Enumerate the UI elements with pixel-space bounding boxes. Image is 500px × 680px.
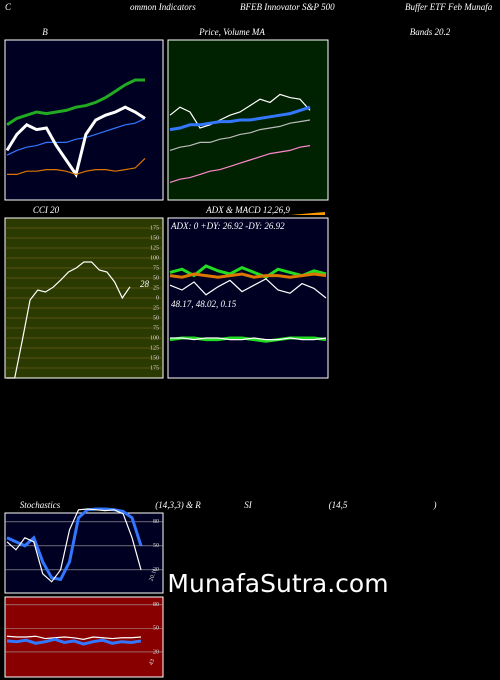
y-tick-label: 100: [150, 255, 159, 261]
y-tick-label: 150: [150, 355, 159, 361]
series-line: [169, 145, 311, 183]
series-line: [6, 78, 145, 127]
annotation: 48.17, 48.02, 0.15: [171, 299, 237, 309]
y-tick-label: 125: [150, 345, 159, 351]
y-tick-label: 175: [150, 365, 159, 371]
annotation: ADX: 0 +DY: 26.92 -DY: 26.92: [170, 221, 285, 231]
series-line: [169, 105, 311, 132]
header-part: C: [5, 2, 12, 12]
header-part: BFEB Innovator S&P 500: [240, 2, 335, 12]
series-line: [169, 119, 311, 151]
panel-title: Stochastics: [20, 500, 61, 510]
y-tick-label: 75: [153, 325, 159, 331]
panel-title: B: [42, 27, 48, 37]
y-tick-label: 25: [153, 305, 159, 311]
series-line: [6, 635, 142, 640]
series-line: [7, 261, 131, 379]
panel-title: ADX & MACD 12,26,9: [205, 205, 290, 215]
y-tick-label: 100: [150, 335, 159, 341]
watermark: MunafaSutra.com: [167, 569, 388, 598]
y-tick-label: 50: [153, 543, 159, 549]
series-line: [169, 93, 311, 129]
y-tick-label: 25: [153, 285, 159, 291]
y-tick-label: 75: [153, 265, 159, 271]
series-line: [169, 272, 327, 279]
panel-title: CCI 20: [33, 205, 60, 215]
y-tick-label: 50: [153, 275, 159, 281]
marker: [290, 212, 325, 215]
y-tick-label: 50: [153, 315, 159, 321]
header-part: ommon Indicators: [130, 2, 196, 12]
title-part: (14,5: [329, 500, 348, 510]
panel: [167, 217, 329, 379]
y-tick-label: 20: [153, 649, 159, 655]
y-tick-label: 80: [153, 519, 159, 525]
y-tick-label: 20: [153, 567, 159, 573]
end-label: 20.11: [149, 568, 159, 583]
series-line: [6, 637, 142, 646]
series-line: [170, 337, 327, 341]
title-part: ): [433, 500, 437, 510]
series-line: [6, 117, 146, 156]
bands-label: Bands 20.2: [410, 27, 451, 37]
title-part: (14,3,3) & R: [155, 500, 201, 510]
value-label: 28: [140, 279, 150, 289]
panel: [4, 39, 164, 201]
panel-title: Price, Volume MA: [198, 27, 265, 37]
series-line: [7, 157, 146, 176]
panel: [4, 512, 164, 594]
series-line: [6, 507, 143, 582]
series-line: [6, 508, 142, 583]
y-tick-label: 175: [150, 225, 159, 231]
y-tick-label: 80: [153, 602, 159, 608]
y-tick-label: 0: [156, 295, 159, 301]
y-tick-label: 125: [150, 245, 159, 251]
y-tick-label: 150: [150, 235, 159, 241]
series-line: [169, 278, 327, 299]
y-tick-label: 50: [153, 626, 159, 632]
end-label: 43: [149, 658, 157, 666]
header-part: Buffer ETF Feb Munafa: [405, 2, 493, 12]
title-part: SI: [244, 500, 253, 510]
